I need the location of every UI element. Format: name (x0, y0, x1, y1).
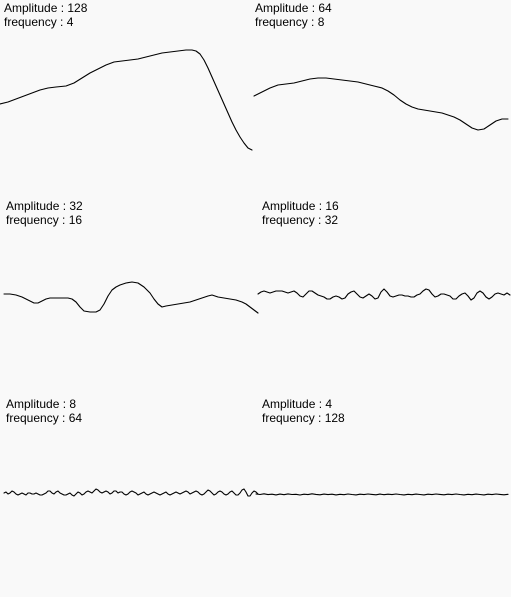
frequency-label: frequency : 128 (262, 411, 345, 425)
amplitude-label: Amplitude : 128 (4, 1, 88, 15)
noise-waveform (3, 281, 259, 314)
frequency-label: frequency : 32 (262, 213, 339, 227)
noise-waveform (257, 288, 511, 301)
octave-panel-3: Amplitude : 32 frequency : 16 (0, 198, 259, 396)
octave-label: Amplitude : 128 frequency : 4 (4, 1, 87, 29)
octave-panel-6: Amplitude : 4 frequency : 128 (255, 396, 510, 594)
noise-waveform (253, 77, 509, 131)
frequency-label: frequency : 64 (6, 411, 83, 425)
noise-waveform (0, 49, 253, 151)
frequency-label: frequency : 8 (255, 15, 325, 29)
noise-curve (255, 493, 509, 496)
noise-waveform (255, 493, 509, 496)
octave-panel-1: Amplitude : 128 frequency : 4 (0, 0, 254, 198)
noise-waveform (3, 488, 259, 497)
octave-panel-5: Amplitude : 8 frequency : 64 (0, 396, 259, 594)
noise-curve (3, 488, 259, 497)
noise-curve (257, 288, 511, 301)
amplitude-label: Amplitude : 32 (6, 199, 83, 213)
octave-panel-4: Amplitude : 16 frequency : 32 (256, 198, 511, 396)
amplitude-label: Amplitude : 16 (262, 199, 339, 213)
frequency-label: frequency : 4 (4, 15, 74, 29)
noise-curve (0, 49, 253, 151)
noise-curve (253, 77, 509, 131)
octave-label: Amplitude : 32 frequency : 16 (6, 199, 83, 227)
octave-panel-2: Amplitude : 64 frequency : 8 (253, 0, 509, 198)
amplitude-label: Amplitude : 8 (6, 397, 77, 411)
octave-label: Amplitude : 16 frequency : 32 (262, 199, 339, 227)
amplitude-label: Amplitude : 4 (262, 397, 333, 411)
octave-label: Amplitude : 64 frequency : 8 (255, 1, 332, 29)
frequency-label: frequency : 16 (6, 213, 83, 227)
octave-label: Amplitude : 4 frequency : 128 (262, 397, 345, 425)
noise-curve (3, 281, 259, 314)
octave-label: Amplitude : 8 frequency : 64 (6, 397, 82, 425)
amplitude-label: Amplitude : 64 (255, 1, 332, 15)
